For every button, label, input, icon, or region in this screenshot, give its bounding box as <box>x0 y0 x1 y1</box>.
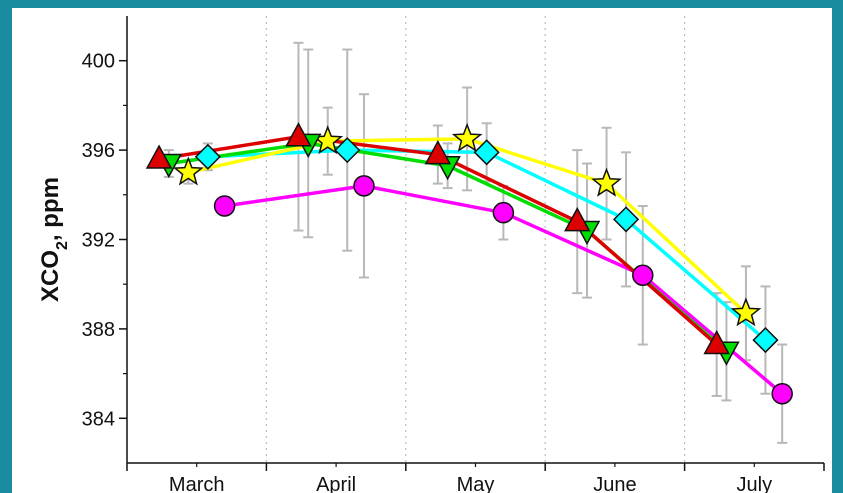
triangle-up-marker <box>703 329 730 355</box>
star-marker <box>730 297 762 327</box>
chart-panel: 384 388 392 396 400 March April May June July XCO2… <box>12 8 832 493</box>
circle-marker <box>632 264 654 287</box>
star-marker <box>591 167 622 197</box>
y-tick-label: 384 <box>82 408 115 430</box>
circle-marker <box>353 175 375 197</box>
circle-marker <box>771 382 793 405</box>
x-tick-label: July <box>737 474 773 493</box>
xco2-line-chart: 384 388 392 396 400 March April May June July XCO2… <box>37 16 825 493</box>
circle-marker <box>492 201 515 224</box>
x-tick-label: June <box>593 474 636 493</box>
circle-marker <box>213 195 236 217</box>
diamond-marker <box>752 327 779 354</box>
x-tick-label: April <box>316 474 356 493</box>
x-tick-label: May <box>457 474 495 493</box>
triangle-up-marker <box>285 122 312 147</box>
y-tick-label: 388 <box>82 319 115 341</box>
diamond-marker <box>334 137 361 164</box>
y-tick-label: 396 <box>82 140 115 162</box>
triangle-up-marker <box>563 207 591 232</box>
triangle-up-marker <box>424 140 452 165</box>
y-axis-title: XCO2, ppm <box>37 177 71 302</box>
diamond-marker <box>194 143 221 170</box>
y-tick-label: 392 <box>82 230 115 252</box>
diamond-marker <box>473 139 500 166</box>
star-marker <box>451 122 483 153</box>
star-marker <box>173 156 204 186</box>
triangle-up-marker <box>145 144 173 169</box>
x-tick-label: March <box>169 474 225 493</box>
diamond-marker <box>612 206 640 233</box>
y-tick-label: 400 <box>82 51 115 73</box>
